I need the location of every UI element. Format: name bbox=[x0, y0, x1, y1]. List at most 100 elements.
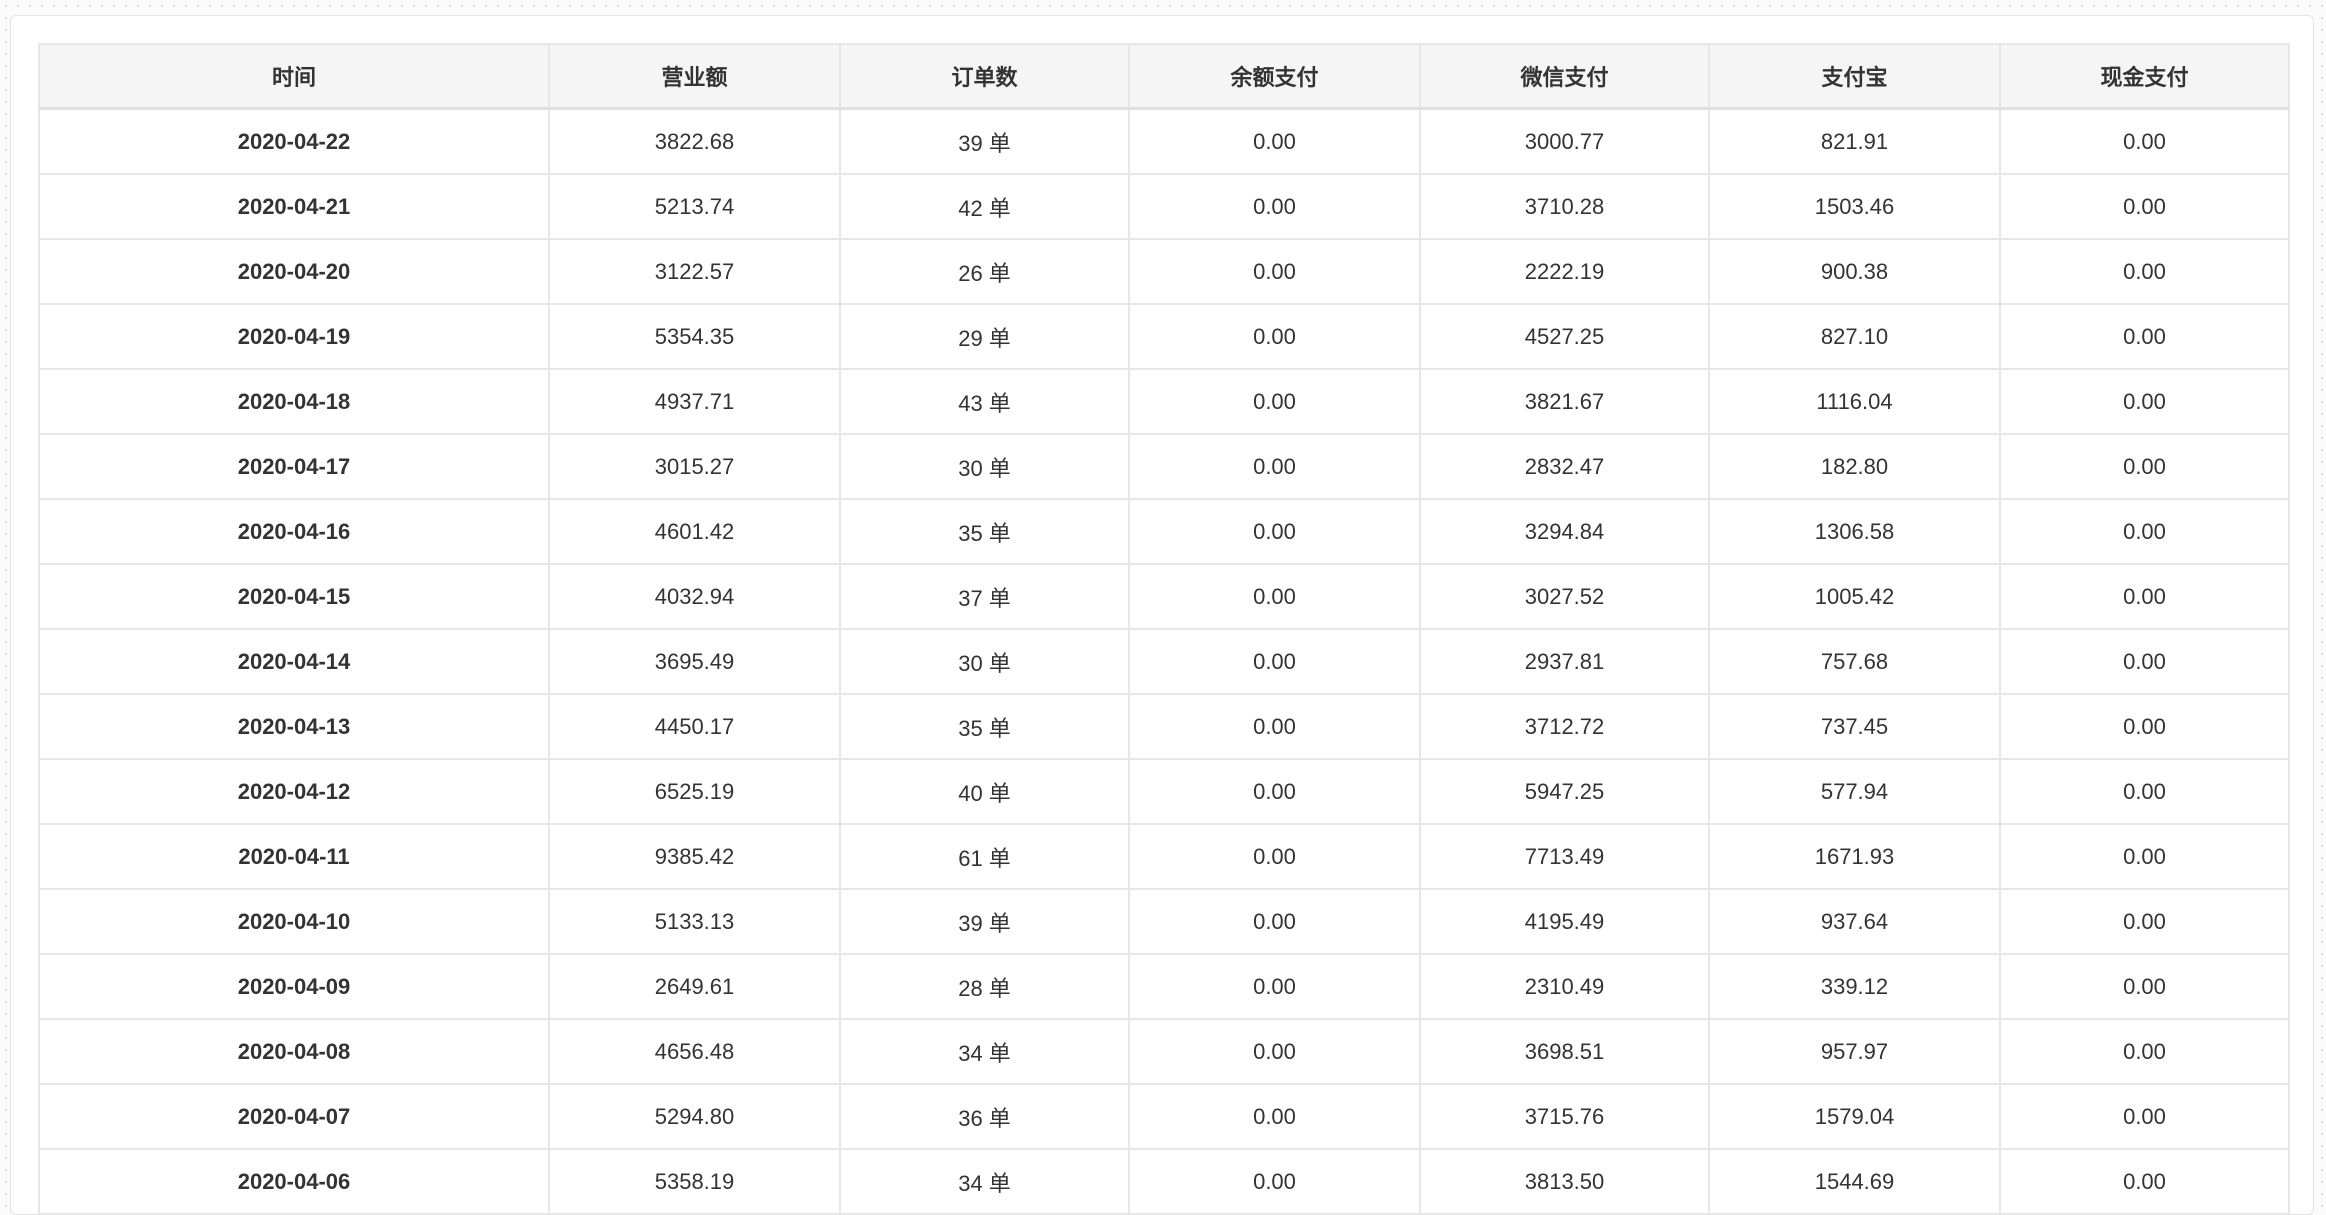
cell-wechat-payment: 3000.77 bbox=[1419, 107, 1710, 175]
cell-revenue: 5294.80 bbox=[548, 1083, 841, 1150]
cell-date: 2020-04-21 bbox=[38, 173, 550, 240]
cell-wechat-payment: 2832.47 bbox=[1419, 433, 1710, 500]
table-row: 2020-04-18 4937.71 43 单 0.00 3821.67 1116.04 0… bbox=[38, 368, 2290, 435]
cell-date: 2020-04-08 bbox=[38, 1018, 550, 1085]
cell-alipay: 1544.69 bbox=[1708, 1148, 2001, 1215]
cell-cash-payment: 0.00 bbox=[1999, 433, 2290, 500]
cell-date: 2020-04-13 bbox=[38, 693, 550, 760]
cell-balance-payment: 0.00 bbox=[1128, 1148, 1421, 1215]
cell-date: 2020-04-19 bbox=[38, 303, 550, 370]
cell-revenue: 4937.71 bbox=[548, 368, 841, 435]
cell-cash-payment: 0.00 bbox=[1999, 303, 2290, 370]
cell-cash-payment: 0.00 bbox=[1999, 368, 2290, 435]
table-row: 2020-04-17 3015.27 30 单 0.00 2832.47 182.80 0.… bbox=[38, 433, 2290, 500]
cell-balance-payment: 0.00 bbox=[1128, 758, 1421, 825]
cell-balance-payment: 0.00 bbox=[1128, 693, 1421, 760]
cell-revenue: 4601.42 bbox=[548, 498, 841, 565]
table-row: 2020-04-13 4450.17 35 单 0.00 3712.72 737.45 0.… bbox=[38, 693, 2290, 760]
cell-revenue: 3695.49 bbox=[548, 628, 841, 695]
cell-balance-payment: 0.00 bbox=[1128, 953, 1421, 1020]
cell-balance-payment: 0.00 bbox=[1128, 433, 1421, 500]
cell-wechat-payment: 3712.72 bbox=[1419, 693, 1710, 760]
table-row: 2020-04-19 5354.35 29 单 0.00 4527.25 827.10 0.… bbox=[38, 303, 2290, 370]
table-row: 2020-04-22 3822.68 39 单 0.00 3000.77 821.91 0.… bbox=[38, 107, 2290, 175]
cell-alipay: 821.91 bbox=[1708, 107, 2001, 175]
cell-order-count: 26 单 bbox=[839, 238, 1130, 305]
column-header-order-count: 订单数 bbox=[839, 43, 1130, 110]
cell-wechat-payment: 2222.19 bbox=[1419, 238, 1710, 305]
table-row: 2020-04-11 9385.42 61 单 0.00 7713.49 1671.93 0… bbox=[38, 823, 2290, 890]
cell-cash-payment: 0.00 bbox=[1999, 758, 2290, 825]
cell-balance-payment: 0.00 bbox=[1128, 368, 1421, 435]
cell-date: 2020-04-06 bbox=[38, 1148, 550, 1215]
cell-revenue: 3822.68 bbox=[548, 107, 841, 175]
table-row: 2020-04-10 5133.13 39 单 0.00 4195.49 937.64 0.… bbox=[38, 888, 2290, 955]
column-header-cash-payment: 现金支付 bbox=[1999, 43, 2290, 110]
cell-alipay: 827.10 bbox=[1708, 303, 2001, 370]
cell-order-count: 39 单 bbox=[839, 888, 1130, 955]
cell-date: 2020-04-09 bbox=[38, 953, 550, 1020]
cell-alipay: 1503.46 bbox=[1708, 173, 2001, 240]
cell-cash-payment: 0.00 bbox=[1999, 628, 2290, 695]
cell-order-count: 39 单 bbox=[839, 107, 1130, 175]
cell-cash-payment: 0.00 bbox=[1999, 1018, 2290, 1085]
column-header-revenue: 营业额 bbox=[548, 43, 841, 110]
cell-cash-payment: 0.00 bbox=[1999, 953, 2290, 1020]
table-row: 2020-04-08 4656.48 34 单 0.00 3698.51 957.97 0.… bbox=[38, 1018, 2290, 1085]
cell-wechat-payment: 7713.49 bbox=[1419, 823, 1710, 890]
column-header-date: 时间 bbox=[38, 43, 550, 110]
cell-order-count: 36 单 bbox=[839, 1083, 1130, 1150]
cell-balance-payment: 0.00 bbox=[1128, 1018, 1421, 1085]
cell-balance-payment: 0.00 bbox=[1128, 1083, 1421, 1150]
table-row: 2020-04-07 5294.80 36 单 0.00 3715.76 1579.04 0… bbox=[38, 1083, 2290, 1150]
cell-date: 2020-04-18 bbox=[38, 368, 550, 435]
cell-cash-payment: 0.00 bbox=[1999, 238, 2290, 305]
cell-revenue: 5213.74 bbox=[548, 173, 841, 240]
cell-order-count: 34 单 bbox=[839, 1018, 1130, 1085]
cell-balance-payment: 0.00 bbox=[1128, 107, 1421, 175]
cell-revenue: 4450.17 bbox=[548, 693, 841, 760]
cell-wechat-payment: 4195.49 bbox=[1419, 888, 1710, 955]
cell-alipay: 737.45 bbox=[1708, 693, 2001, 760]
cell-revenue: 5133.13 bbox=[548, 888, 841, 955]
cell-wechat-payment: 3710.28 bbox=[1419, 173, 1710, 240]
cell-alipay: 577.94 bbox=[1708, 758, 2001, 825]
cell-order-count: 61 单 bbox=[839, 823, 1130, 890]
cell-alipay: 339.12 bbox=[1708, 953, 2001, 1020]
table-row: 2020-04-09 2649.61 28 单 0.00 2310.49 339.12 0.… bbox=[38, 953, 2290, 1020]
cell-cash-payment: 0.00 bbox=[1999, 498, 2290, 565]
cell-order-count: 42 单 bbox=[839, 173, 1130, 240]
cell-cash-payment: 0.00 bbox=[1999, 173, 2290, 240]
cell-balance-payment: 0.00 bbox=[1128, 498, 1421, 565]
cell-cash-payment: 0.00 bbox=[1999, 107, 2290, 175]
cell-wechat-payment: 3715.76 bbox=[1419, 1083, 1710, 1150]
cell-revenue: 2649.61 bbox=[548, 953, 841, 1020]
cell-date: 2020-04-22 bbox=[38, 107, 550, 175]
cell-alipay: 937.64 bbox=[1708, 888, 2001, 955]
cell-order-count: 29 单 bbox=[839, 303, 1130, 370]
column-header-wechat-payment: 微信支付 bbox=[1419, 43, 1710, 110]
cell-balance-payment: 0.00 bbox=[1128, 303, 1421, 370]
cell-balance-payment: 0.00 bbox=[1128, 628, 1421, 695]
cell-wechat-payment: 3698.51 bbox=[1419, 1018, 1710, 1085]
cell-order-count: 37 单 bbox=[839, 563, 1130, 630]
cell-cash-payment: 0.00 bbox=[1999, 888, 2290, 955]
cell-cash-payment: 0.00 bbox=[1999, 1083, 2290, 1150]
cell-balance-payment: 0.00 bbox=[1128, 238, 1421, 305]
cell-cash-payment: 0.00 bbox=[1999, 1148, 2290, 1215]
cell-alipay: 1116.04 bbox=[1708, 368, 2001, 435]
cell-alipay: 1671.93 bbox=[1708, 823, 2001, 890]
cell-order-count: 35 单 bbox=[839, 693, 1130, 760]
cell-wechat-payment: 2937.81 bbox=[1419, 628, 1710, 695]
cell-order-count: 30 单 bbox=[839, 628, 1130, 695]
table-row: 2020-04-14 3695.49 30 单 0.00 2937.81 757.68 0.… bbox=[38, 628, 2290, 695]
cell-alipay: 1579.04 bbox=[1708, 1083, 2001, 1150]
cell-alipay: 1306.58 bbox=[1708, 498, 2001, 565]
cell-revenue: 3015.27 bbox=[548, 433, 841, 500]
cell-balance-payment: 0.00 bbox=[1128, 823, 1421, 890]
cell-date: 2020-04-20 bbox=[38, 238, 550, 305]
cell-wechat-payment: 3813.50 bbox=[1419, 1148, 1710, 1215]
report-panel: 时间 营业额 订单数 余额支付 微信支付 支付宝 现金支付 2020-04-22 3822.6… bbox=[10, 15, 2314, 1215]
cell-date: 2020-04-17 bbox=[38, 433, 550, 500]
cell-order-count: 40 单 bbox=[839, 758, 1130, 825]
